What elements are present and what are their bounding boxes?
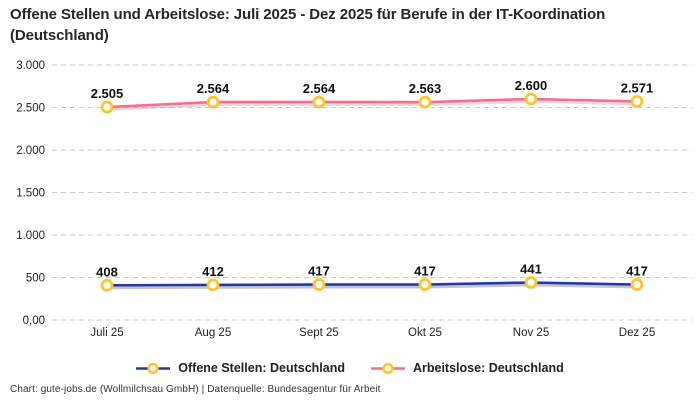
data-point-marker[interactable] xyxy=(100,278,114,292)
legend-line-icon xyxy=(370,362,405,375)
data-point-label: 2.563 xyxy=(409,81,442,96)
y-axis-tick-label: 500 xyxy=(26,273,45,285)
data-point-label: 412 xyxy=(202,264,224,279)
x-axis-tick-label: Juli 25 xyxy=(90,327,123,339)
y-axis-tick-label: 1.500 xyxy=(16,188,45,200)
line-chart-canvas: 0,00 500 1.000 1.500 2.000 2.500 3.000 Juli 25 A… xyxy=(16,60,692,339)
data-point-marker[interactable] xyxy=(206,95,220,109)
series-line xyxy=(105,281,639,287)
data-point-label: 2.600 xyxy=(515,78,548,93)
data-point-marker[interactable] xyxy=(206,278,220,292)
chart-footer-credit: Chart: gute-jobs.de (Wollmilchsau GmbH) … xyxy=(10,384,381,395)
legend-label: Offene Stellen: Deutschland xyxy=(178,361,345,375)
data-point-label: 441 xyxy=(520,262,542,277)
data-point-marker[interactable] xyxy=(312,278,326,291)
data-point-label: 417 xyxy=(626,264,648,279)
x-axis-tick-label: Dez 25 xyxy=(619,327,655,339)
data-point-marker[interactable] xyxy=(312,95,326,109)
legend-label: Arbeitslose: Deutschland xyxy=(412,361,564,375)
legend-line-icon xyxy=(136,362,171,375)
data-point-marker[interactable] xyxy=(630,278,644,291)
y-axis-tick-label: 2.000 xyxy=(16,145,45,157)
y-axis-tick-label: 0,00 xyxy=(23,315,45,327)
data-point-marker[interactable] xyxy=(418,278,432,291)
x-axis-tick-label: Aug 25 xyxy=(195,327,231,339)
data-point-marker[interactable] xyxy=(524,276,538,289)
series-line xyxy=(105,97,639,109)
chart-legend: Offene Stellen: Deutschland Arbeitslose:… xyxy=(0,361,700,375)
data-point-marker[interactable] xyxy=(100,100,114,114)
x-axis-tick-label: Okt 25 xyxy=(408,327,442,339)
legend-item-arbeitslose[interactable]: Arbeitslose: Deutschland xyxy=(370,361,564,375)
data-point-marker[interactable] xyxy=(524,92,538,106)
chart-title: Offene Stellen und Arbeitslose: Juli 202… xyxy=(10,6,606,45)
data-point-label: 417 xyxy=(308,264,330,279)
data-point-label: 2.564 xyxy=(197,81,230,96)
data-point-label: 408 xyxy=(96,264,118,279)
legend-item-offene-stellen[interactable]: Offene Stellen: Deutschland xyxy=(136,361,345,375)
data-point-marker[interactable] xyxy=(630,95,644,108)
data-point-label: 417 xyxy=(414,264,436,279)
data-point-label: 2.571 xyxy=(621,80,654,95)
series-line-shadow xyxy=(105,100,639,111)
x-axis-tick-label: Sept 25 xyxy=(299,327,339,339)
data-point-label: 2.505 xyxy=(91,86,124,101)
legend-line-glyph xyxy=(370,362,405,374)
data-point-label: 2.564 xyxy=(303,81,336,96)
y-axis-tick-label: 1.000 xyxy=(16,230,45,242)
series-line-shadow xyxy=(105,283,639,290)
data-point-marker[interactable] xyxy=(418,95,432,109)
legend-line-glyph xyxy=(136,362,171,374)
y-axis-tick-label: 3.000 xyxy=(16,60,45,72)
y-axis-tick-label: 2.500 xyxy=(16,103,45,115)
x-axis-tick-label: Nov 25 xyxy=(513,327,549,339)
